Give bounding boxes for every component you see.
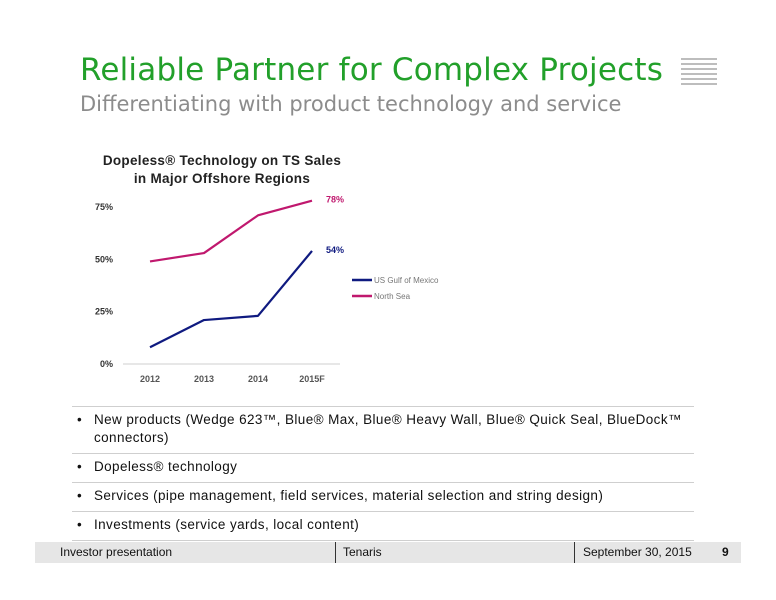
page-subtitle: Differentiating with product technology …: [80, 92, 622, 116]
y-tick-label: 50%: [95, 254, 113, 264]
bullet-item: • Dopeless® technology: [72, 453, 694, 482]
y-tick-label: 75%: [95, 202, 113, 212]
bullet-item: • New products (Wedge 623™, Blue® Max, Bl…: [72, 406, 694, 453]
bullet-item: • Investments (service yards, local conte…: [72, 511, 694, 541]
footer-left-text: Investor presentation: [60, 545, 173, 559]
bullet-list: • New products (Wedge 623™, Blue® Max, Bl…: [72, 406, 694, 541]
bullet-text: Investments (service yards, local conten…: [94, 517, 360, 532]
x-tick-label: 2015F: [299, 374, 325, 384]
line-chart: 0% 25% 50% 75% 2012 2013 2014 2015F 54% 78% US Gul…: [95, 195, 439, 384]
footer-divider: [574, 542, 575, 563]
legend-label: US Gulf of Mexico: [374, 276, 439, 285]
x-tick-label: 2013: [194, 374, 214, 384]
footer-center-text: Tenaris: [343, 545, 382, 559]
company-logo: [681, 58, 717, 88]
bullet-text: New products (Wedge 623™, Blue® Max, Blu…: [94, 412, 682, 445]
footer-divider: [335, 542, 336, 563]
legend-label: North Sea: [374, 292, 411, 301]
y-tick-label: 0%: [100, 359, 113, 369]
footer-right-text: September 30, 2015: [583, 545, 692, 559]
end-value-label: 54%: [326, 245, 344, 255]
page-number: 9: [722, 545, 729, 559]
bullet-text: Dopeless® technology: [94, 459, 238, 474]
chart-title: Dopeless® Technology on TS Sales in Majo…: [82, 152, 362, 188]
footer-bar: Investor presentation Tenaris September …: [35, 542, 741, 563]
y-tick-label: 25%: [95, 307, 113, 317]
series-line: [149, 250, 313, 349]
end-value-label: 78%: [326, 195, 344, 205]
chart-title-line-2: in Major Offshore Regions: [133, 171, 311, 186]
bullet-text: Services (pipe management, field service…: [94, 488, 604, 503]
x-tick-label: 2014: [248, 374, 268, 384]
series-line: [149, 199, 313, 263]
x-tick-label: 2012: [140, 374, 160, 384]
page-title: Reliable Partner for Complex Projects: [80, 52, 664, 88]
chart-title-line-1: Dopeless® Technology on TS Sales: [102, 153, 342, 168]
bullet-item: • Services (pipe management, field servic…: [72, 482, 694, 511]
